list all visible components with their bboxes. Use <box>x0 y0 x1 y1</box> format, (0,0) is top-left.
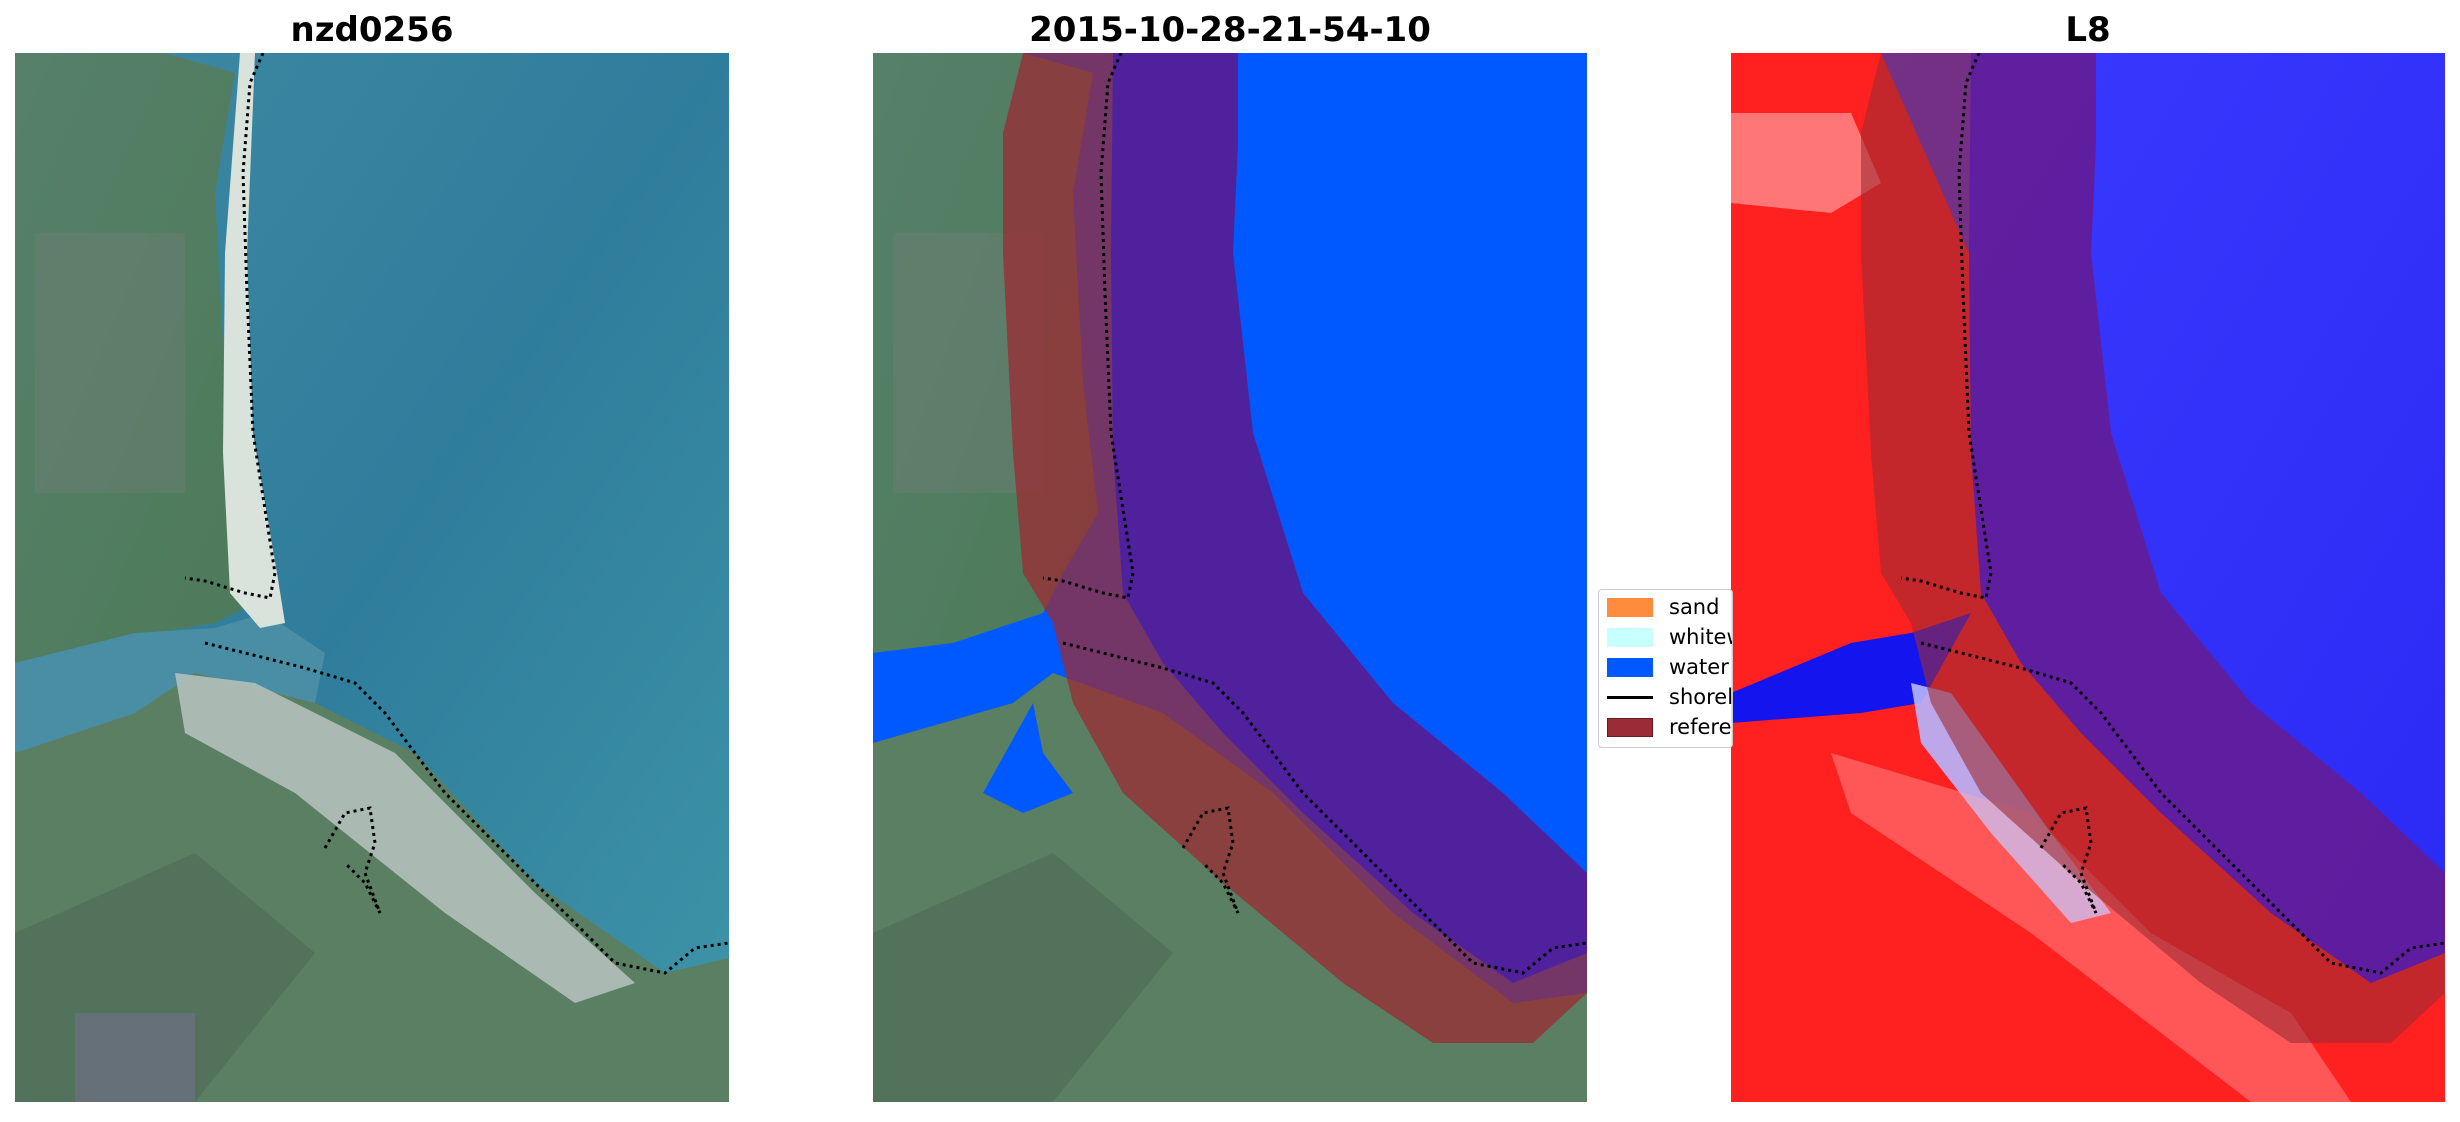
panel-title-classified: 2015-10-28-21-54-10 <box>1029 10 1431 50</box>
classified-image-panel <box>873 53 1587 1102</box>
legend-item-sand: sand <box>1607 594 1719 620</box>
index-image <box>1731 53 2445 1102</box>
index-image-panel <box>1731 53 2445 1102</box>
sand-swatch <box>1607 597 1653 617</box>
legend-item-shoreline: shoreline <box>1607 684 1733 710</box>
rgb-image-panel <box>15 53 729 1102</box>
rgb-image <box>15 53 729 1102</box>
legend-label: sand <box>1669 595 1720 619</box>
panel-title-rgb: nzd0256 <box>290 10 454 50</box>
shoreline-line-icon <box>1607 695 1653 699</box>
panel-title-index: L8 <box>2065 10 2111 50</box>
legend-item-reference: reference <box>1607 714 1732 740</box>
legend-label: shoreline <box>1669 685 1733 709</box>
legend-label: water <box>1669 655 1729 679</box>
whitewater-swatch <box>1607 627 1653 647</box>
classified-image <box>873 53 1587 1102</box>
water-swatch <box>1607 657 1653 677</box>
legend-label: reference <box>1669 715 1732 739</box>
legend-item-water: water <box>1607 654 1729 680</box>
reference-swatch <box>1607 717 1653 737</box>
